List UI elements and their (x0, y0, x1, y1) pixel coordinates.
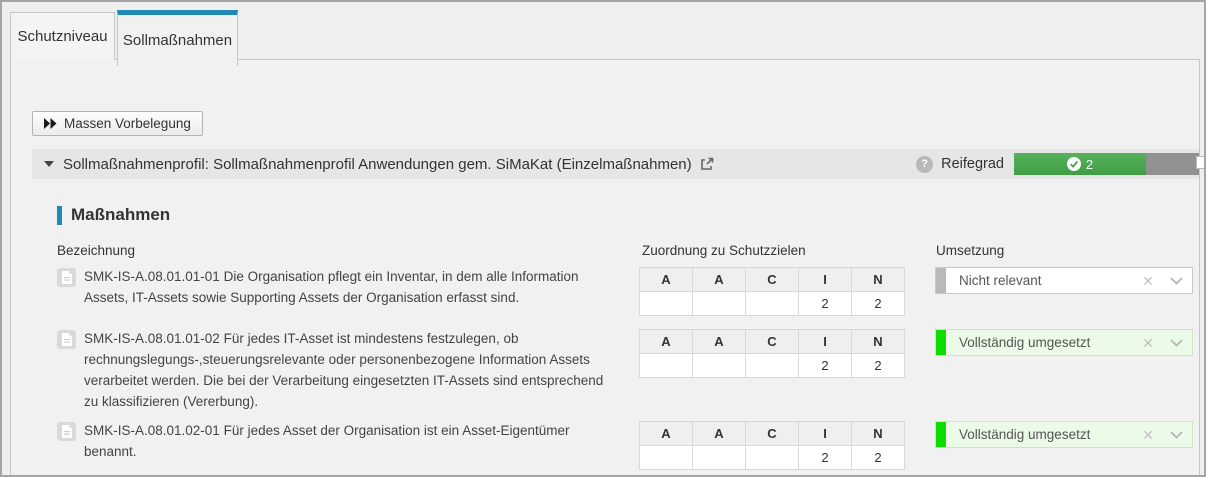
fast-forward-icon (44, 118, 57, 129)
measure-text: SMK-IS-A.08.01.01-01 Die Organisation pf… (84, 269, 579, 305)
schutzziele-table: A A C I N 2 2 (639, 267, 905, 316)
check-circle-icon (1066, 157, 1081, 171)
umsetzung-select[interactable]: Vollständig umgesetzt ✕ (935, 329, 1193, 356)
clear-icon[interactable]: ✕ (1142, 272, 1154, 289)
note-icon[interactable] (57, 268, 76, 287)
schutzziel-value[interactable] (639, 445, 693, 470)
schutzziel-value[interactable] (745, 445, 799, 470)
schutzziel-value[interactable]: 2 (798, 353, 852, 378)
schutzziel-value[interactable]: 2 (851, 445, 905, 470)
schutzziel-header: A (692, 267, 746, 292)
schutzziel-value[interactable] (745, 291, 799, 316)
schutzziel-value[interactable] (692, 353, 746, 378)
note-icon[interactable] (57, 330, 76, 349)
schutzziel-header: I (798, 421, 852, 446)
reifegrad-bar[interactable]: 2 (1014, 153, 1199, 175)
status-color-bar (936, 330, 946, 355)
schutzziel-value[interactable]: 2 (798, 445, 852, 470)
status-color-bar (936, 422, 946, 447)
measure-text: SMK-IS-A.08.01.02-01 Für jedes Asset der… (84, 423, 570, 459)
schutzziel-header: I (798, 329, 852, 354)
reifegrad-slider-handle[interactable] (1196, 156, 1204, 169)
clear-icon[interactable]: ✕ (1142, 334, 1154, 351)
schutzziel-value[interactable] (692, 445, 746, 470)
reifegrad-bar-rest (1146, 153, 1199, 175)
schutzziel-header: C (745, 267, 799, 292)
column-header-zuordnung: Zuordnung zu Schutzzielen (642, 243, 806, 258)
measure-text: SMK-IS-A.08.01.01-02 Für jedes IT-Asset … (84, 331, 604, 409)
massen-vorbelegung-label: Massen Vorbelegung (64, 116, 191, 131)
profile-title: Sollmaßnahmenprofil: Sollmaßnahmenprofil… (63, 155, 692, 173)
accent-bar (57, 205, 62, 225)
tab-schutzniveau-label: Schutzniveau (17, 28, 108, 45)
umsetzung-selected-value: Nicht relevant (959, 273, 1042, 288)
umsetzung-select[interactable]: Nicht relevant ✕ (935, 267, 1193, 294)
note-icon[interactable] (57, 422, 76, 441)
schutzziel-value[interactable]: 2 (798, 291, 852, 316)
schutzziele-table: A A C I N 2 2 (639, 421, 905, 470)
tab-schutzniveau[interactable]: Schutzniveau (10, 12, 115, 60)
external-link-icon[interactable] (700, 157, 714, 171)
schutzziel-header: A (639, 329, 693, 354)
column-header-bezeichnung: Bezeichnung (57, 243, 136, 258)
chevron-down-icon[interactable] (1170, 276, 1183, 285)
schutzziel-value[interactable] (745, 353, 799, 378)
schutzziel-header: A (692, 421, 746, 446)
chevron-down-icon[interactable] (1170, 430, 1183, 439)
umsetzung-selected-value: Vollständig umgesetzt (959, 335, 1091, 350)
reifegrad-group: ? Reifegrad 2 (916, 149, 1199, 179)
schutzziel-header: A (639, 421, 693, 446)
collapse-caret-icon[interactable] (44, 161, 54, 167)
schutzziel-header: C (745, 421, 799, 446)
status-color-bar (936, 268, 946, 293)
reifegrad-value: 2 (1085, 156, 1094, 172)
schutzziel-header: C (745, 329, 799, 354)
schutzziel-header: A (639, 267, 693, 292)
column-header-umsetzung: Umsetzung (936, 243, 1005, 258)
reifegrad-label: Reifegrad (941, 156, 1004, 172)
umsetzung-selected-value: Vollständig umgesetzt (959, 427, 1091, 442)
massen-vorbelegung-button[interactable]: Massen Vorbelegung (32, 111, 203, 136)
help-icon[interactable]: ? (916, 155, 934, 173)
umsetzung-select[interactable]: Vollständig umgesetzt ✕ (935, 421, 1193, 448)
schutzziele-table: A A C I N 2 2 (639, 329, 905, 378)
schutzziel-header: N (851, 267, 905, 292)
schutzziel-value[interactable] (692, 291, 746, 316)
schutzziel-header: A (692, 329, 746, 354)
schutzziel-value[interactable]: 2 (851, 353, 905, 378)
schutzziel-value[interactable]: 2 (851, 291, 905, 316)
schutzziel-header: N (851, 329, 905, 354)
schutzziel-header: I (798, 267, 852, 292)
chevron-down-icon[interactable] (1170, 338, 1183, 347)
massnahmen-section-title: Maßnahmen (71, 205, 171, 224)
tab-sollmassnahmen[interactable]: Sollmaßnahmen (117, 10, 238, 66)
profile-header-bar[interactable]: Sollmaßnahmenprofil: Sollmaßnahmenprofil… (32, 149, 1199, 179)
schutzziel-value[interactable] (639, 291, 693, 316)
tab-sollmassnahmen-label: Sollmaßnahmen (122, 32, 233, 49)
reifegrad-bar-filled: 2 (1014, 153, 1146, 175)
schutzziel-value[interactable] (639, 353, 693, 378)
clear-icon[interactable]: ✕ (1142, 426, 1154, 443)
massnahmen-section-header: Maßnahmen (57, 205, 170, 225)
schutzziel-header: N (851, 421, 905, 446)
